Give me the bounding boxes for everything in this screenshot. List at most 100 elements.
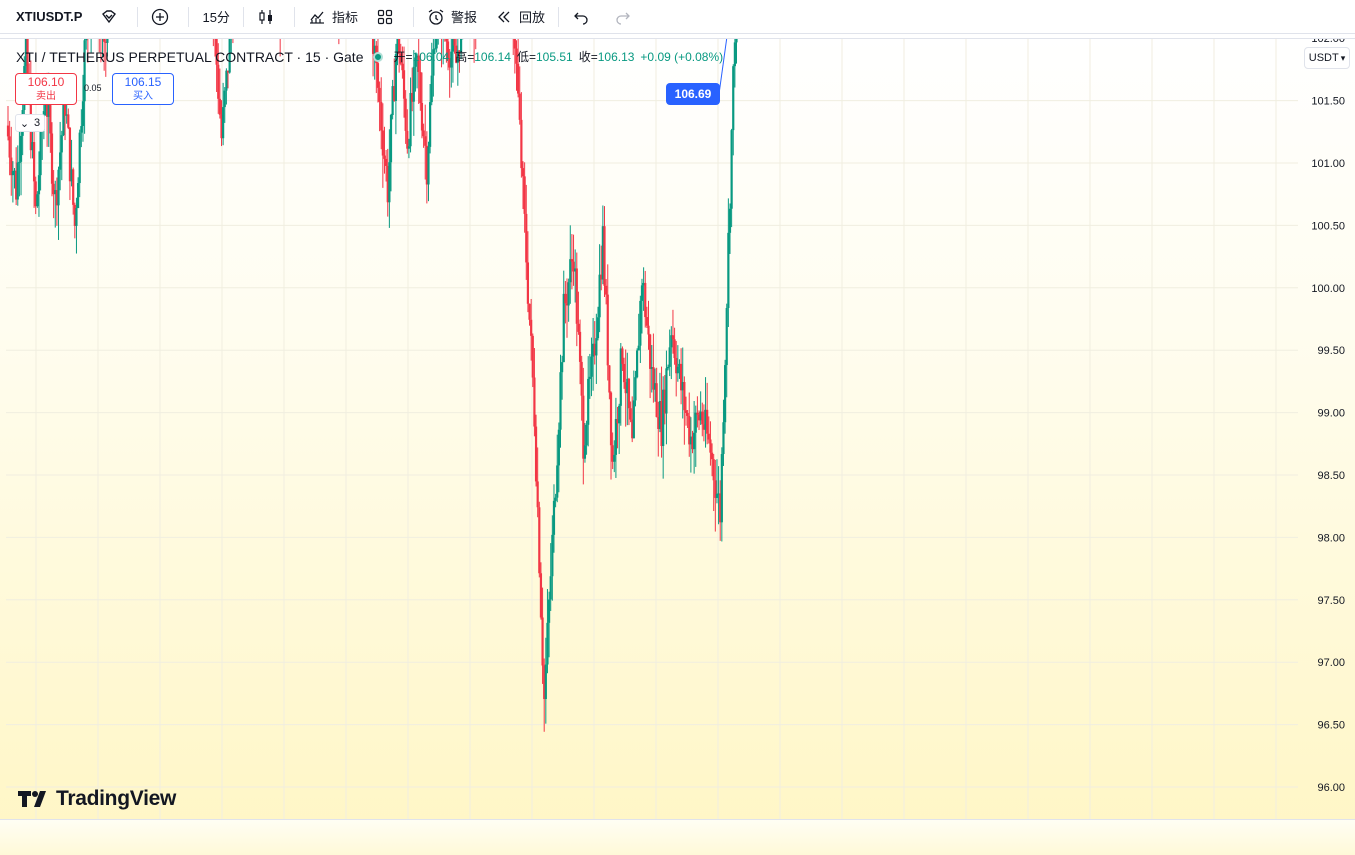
candle-body xyxy=(223,90,226,108)
candle-body xyxy=(679,363,683,391)
candle-body xyxy=(517,63,520,94)
candle-body xyxy=(714,480,717,498)
y-axis-tick-label: 96.50 xyxy=(1317,720,1345,732)
candle-body xyxy=(712,459,715,481)
candle-body xyxy=(634,377,637,401)
candle-body xyxy=(401,63,404,71)
undo-icon xyxy=(572,8,590,26)
candle-body xyxy=(557,429,560,466)
candle-body xyxy=(533,377,536,427)
alert-button[interactable]: 警报 xyxy=(418,0,486,34)
candle-body xyxy=(406,130,409,149)
candle-body xyxy=(420,102,424,131)
candle-body xyxy=(530,319,533,336)
candle-body xyxy=(414,57,417,67)
indicator-collapse-button[interactable]: ⌄ 3 xyxy=(15,114,45,132)
interval-button[interactable]: 15分 xyxy=(193,0,238,34)
candle-body xyxy=(36,194,39,207)
sell-button[interactable]: 106.10 卖出 xyxy=(15,73,77,105)
undo-button[interactable] xyxy=(563,0,605,34)
candle-body xyxy=(616,419,619,424)
candle-body xyxy=(552,500,556,535)
candle-body xyxy=(215,39,218,65)
candle-body xyxy=(657,416,660,429)
candle-body xyxy=(218,98,221,115)
candle-body xyxy=(391,86,394,116)
candles-icon xyxy=(257,8,275,26)
y-axis-tick-label: 98.00 xyxy=(1317,532,1345,544)
candle-body xyxy=(606,294,609,366)
layouts-button[interactable] xyxy=(367,0,409,34)
candle-body xyxy=(83,40,86,102)
y-axis-tick-label: 100.00 xyxy=(1311,283,1345,295)
chart-type-button[interactable] xyxy=(248,0,290,34)
candle-body xyxy=(47,105,50,117)
candle-body xyxy=(455,45,458,63)
candle-body xyxy=(725,307,728,366)
toolbar-divider xyxy=(188,6,190,27)
candle-body xyxy=(719,493,722,523)
compare-add-button[interactable] xyxy=(142,0,184,34)
candle-body xyxy=(660,401,663,447)
candle-body xyxy=(618,405,621,424)
candle-body xyxy=(383,155,386,159)
candle-body xyxy=(556,465,559,498)
indicators-button[interactable]: 指标 xyxy=(299,0,367,34)
y-axis-tick-label: 99.00 xyxy=(1317,408,1345,420)
buy-button[interactable]: 106.15 买入 xyxy=(112,73,174,105)
candle-body xyxy=(37,175,41,195)
legend-low: 低=105.51 xyxy=(516,50,573,64)
candle-body xyxy=(62,99,65,136)
replay-button[interactable]: 回放 xyxy=(486,0,554,34)
candle-body xyxy=(611,445,614,462)
candle-body xyxy=(430,75,433,103)
symbol-search-button[interactable]: XTIUSDT.P xyxy=(0,0,91,34)
candle-body xyxy=(544,664,547,700)
candle-body xyxy=(386,165,389,203)
favorite-icon[interactable] xyxy=(91,0,133,34)
candle-body xyxy=(567,282,570,306)
toolbar-divider xyxy=(557,6,559,27)
candle-body xyxy=(730,130,733,209)
candle-body xyxy=(6,125,10,137)
candle-body xyxy=(629,408,632,420)
candle-body xyxy=(645,317,648,326)
candle-body xyxy=(720,454,723,523)
candle-body xyxy=(593,343,596,356)
currency-selector[interactable]: USDT ▾ xyxy=(1304,47,1350,69)
candle-body xyxy=(622,363,626,383)
candle-body xyxy=(699,411,702,421)
candle-body xyxy=(715,493,719,498)
candle-body xyxy=(228,39,231,73)
tradingview-logo: TradingView xyxy=(18,787,176,811)
candle-body xyxy=(526,262,529,304)
indicators-label: 指标 xyxy=(331,10,358,25)
y-axis-tick-label: 97.00 xyxy=(1317,657,1345,669)
candle-body xyxy=(683,382,686,411)
candle-body xyxy=(609,392,613,446)
candle-body xyxy=(575,268,578,324)
candle-body xyxy=(523,176,526,214)
candle-body xyxy=(103,39,106,42)
chart-area[interactable]: 96.00 96.50 97.00 97.50 98.00 98.50 99.00 99.50… xyxy=(0,38,1355,855)
candle-body xyxy=(396,39,399,55)
candle-body xyxy=(11,171,14,176)
buy-price: 106.15 xyxy=(124,75,162,89)
price-chart[interactable]: 96.00 96.50 97.00 97.50 98.00 98.50 99.00 99.50… xyxy=(0,39,1355,855)
redo-button[interactable] xyxy=(605,0,647,34)
candle-body xyxy=(458,50,461,53)
candle-body xyxy=(70,169,73,182)
candle-body xyxy=(44,99,47,112)
candle-body xyxy=(684,410,688,414)
candle-body xyxy=(639,300,642,346)
y-axis-tick-label: 100.50 xyxy=(1311,220,1345,232)
candle-body xyxy=(19,135,23,162)
time-axis[interactable] xyxy=(0,819,1355,855)
candle-body xyxy=(559,372,562,430)
candle-body xyxy=(381,130,384,156)
candle-body xyxy=(24,39,28,67)
candle-body xyxy=(619,348,622,406)
candle-body xyxy=(707,433,710,440)
candle-body xyxy=(583,445,587,459)
candle-body xyxy=(582,395,585,459)
